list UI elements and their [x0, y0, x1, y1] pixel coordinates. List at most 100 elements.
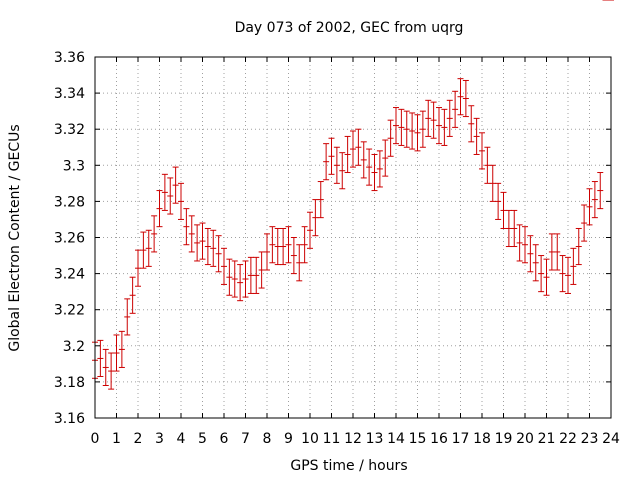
x-tick-label: 17	[452, 431, 470, 447]
x-tick-label: 11	[323, 431, 341, 447]
data-point	[231, 260, 238, 298]
data-point	[382, 139, 389, 177]
y-tick-label: 3.32	[54, 122, 85, 138]
data-point	[597, 172, 604, 210]
y-tick-label: 3.3	[63, 158, 85, 174]
y-tick-label: 3.24	[54, 267, 85, 283]
x-tick-label: 3	[155, 431, 164, 447]
data-point	[586, 188, 593, 226]
data-point	[522, 226, 528, 264]
data-series	[92, 0, 614, 390]
x-tick-label: 0	[91, 431, 100, 447]
data-point	[167, 177, 174, 215]
data-point	[129, 276, 136, 314]
data-point	[527, 235, 534, 273]
x-tick-label: 24	[602, 431, 620, 447]
data-point	[360, 141, 367, 179]
x-tick-label: 18	[473, 431, 491, 447]
y-tick-label: 3.18	[54, 375, 85, 391]
x-tick-label: 4	[177, 431, 186, 447]
data-point	[473, 117, 480, 155]
data-point	[118, 330, 125, 368]
data-point	[156, 190, 163, 228]
data-point	[446, 99, 453, 137]
data-point	[538, 255, 545, 293]
data-point	[221, 247, 227, 285]
y-tick-label: 3.28	[54, 194, 85, 210]
data-point	[247, 256, 254, 294]
data-point	[151, 215, 158, 253]
y-tick-label: 3.22	[54, 303, 85, 319]
x-tick-label: 22	[559, 431, 577, 447]
data-point	[301, 226, 308, 264]
data-point	[355, 128, 362, 166]
x-tick-label: 13	[366, 431, 384, 447]
data-point	[253, 256, 260, 294]
data-point	[269, 226, 276, 264]
data-point	[285, 226, 292, 264]
data-point	[516, 224, 523, 262]
data-point	[457, 78, 464, 116]
data-point	[290, 237, 297, 275]
data-point	[462, 79, 469, 118]
data-point	[441, 108, 448, 146]
data-point	[199, 222, 206, 260]
x-tick-labels: 0 1 2 3 4 5 6 7 8 9 10 11 12 13 14 15 16 17 18 19 20 21 22 23 24	[91, 431, 620, 447]
data-point	[172, 166, 179, 204]
data-point	[484, 146, 491, 184]
x-tick-label: 19	[495, 431, 513, 447]
data-point	[500, 191, 507, 229]
data-point	[210, 229, 217, 267]
data-point	[178, 182, 184, 220]
axis-ticks	[94, 56, 612, 419]
x-tick-label: 7	[241, 431, 250, 447]
data-point	[452, 90, 459, 128]
x-tick-label: 21	[538, 431, 556, 447]
data-point	[591, 181, 598, 219]
data-point	[188, 215, 195, 253]
data-point	[258, 251, 265, 289]
x-tick-label: 9	[284, 431, 293, 447]
data-point	[323, 143, 330, 181]
x-tick-label: 1	[112, 431, 121, 447]
data-point	[559, 255, 566, 293]
x-tick-label: 23	[581, 431, 599, 447]
data-point	[403, 110, 410, 148]
x-tick-label: 14	[387, 431, 405, 447]
data-point	[183, 208, 190, 246]
data-point	[124, 298, 131, 336]
x-tick-label: 12	[344, 431, 362, 447]
data-point	[237, 264, 244, 302]
y-tick-label: 3.16	[54, 411, 85, 427]
data-point	[215, 235, 222, 273]
data-point	[548, 233, 555, 271]
data-point	[387, 119, 394, 157]
data-point	[505, 209, 512, 248]
data-point	[430, 101, 437, 139]
data-point	[161, 173, 168, 211]
data-point	[366, 148, 373, 186]
x-tick-label: 2	[134, 431, 143, 447]
data-point	[468, 105, 475, 143]
grid-lines	[95, 57, 611, 418]
data-point	[333, 146, 340, 184]
data-point	[194, 224, 201, 262]
x-axis-label: GPS time / hours	[290, 458, 407, 474]
data-point	[489, 164, 496, 202]
x-tick-label: 15	[409, 431, 427, 447]
x-tick-label: 8	[263, 431, 272, 447]
data-point	[102, 348, 109, 387]
chart-title: Day 073 of 2002, GEC from uqrg	[235, 20, 464, 36]
data-point	[436, 107, 442, 145]
data-point	[565, 256, 571, 294]
data-point	[296, 244, 303, 282]
data-point	[113, 334, 120, 372]
data-point	[145, 229, 152, 267]
data-point	[307, 211, 313, 249]
data-point	[274, 227, 281, 266]
data-point	[393, 107, 399, 145]
data-point	[532, 244, 539, 282]
y-tick-label: 3.36	[54, 50, 85, 66]
data-point	[570, 247, 577, 285]
